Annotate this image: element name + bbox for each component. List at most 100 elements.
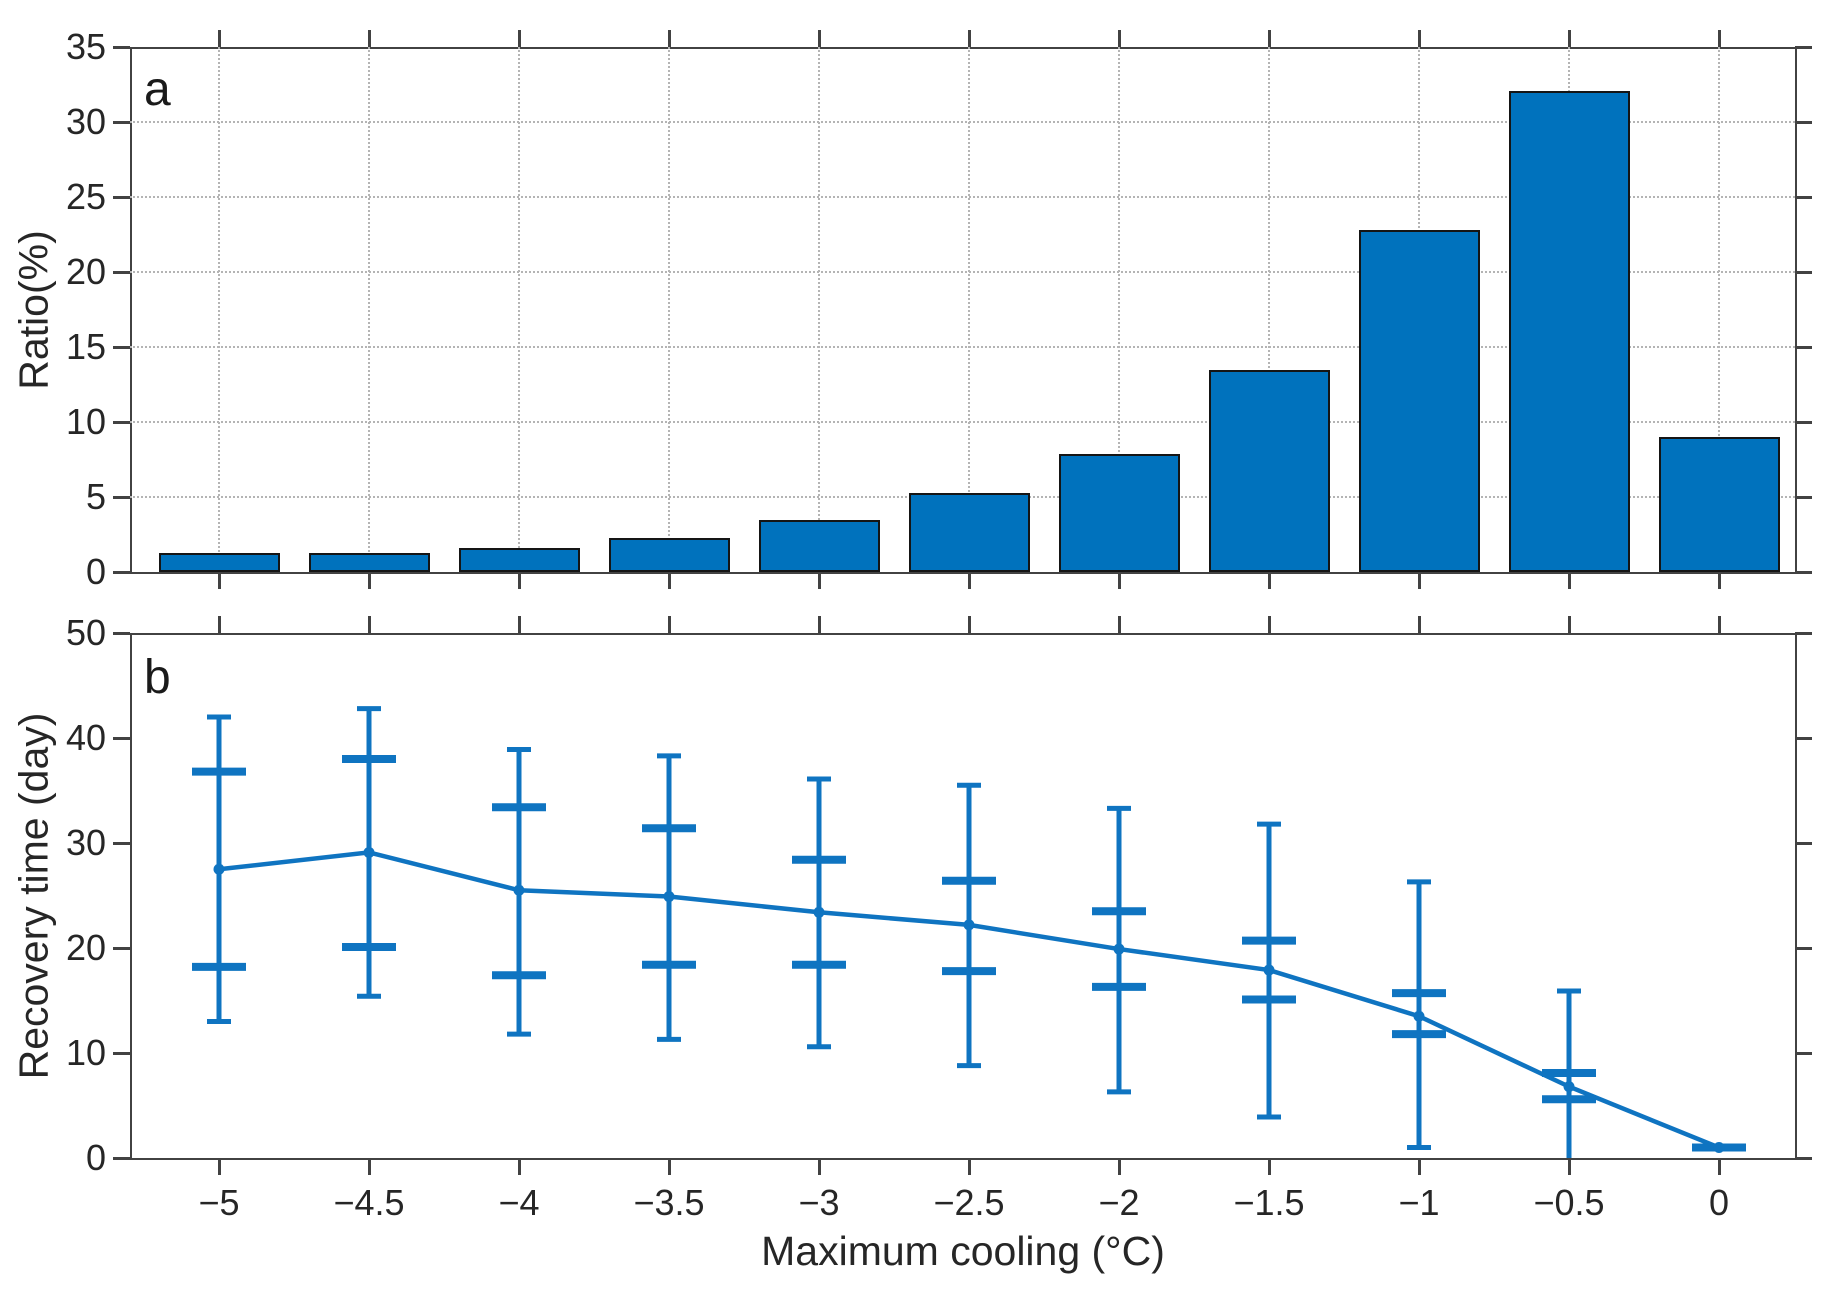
panel-b-top-tick <box>1568 616 1571 633</box>
bar--5 <box>158 552 280 572</box>
panel-a-right-tick <box>1795 421 1812 424</box>
panel-b-bottom-tick <box>1718 1158 1721 1175</box>
panel-a-plot-area <box>130 47 1797 574</box>
panel-b-bottom-tick <box>1418 1158 1421 1175</box>
panel-a-left-tick <box>113 46 130 49</box>
panel-a-bottom-tick <box>368 572 371 589</box>
panel-a-top-tick <box>518 30 521 47</box>
data-point-marker--2.5 <box>963 919 975 931</box>
panel-b-right-tick <box>1795 737 1812 740</box>
panel-b-right-tick <box>1795 632 1812 635</box>
panel-a-vgridline <box>818 47 820 572</box>
panel-a-ytick-label: 10 <box>65 401 106 442</box>
panel-a-left-tick <box>113 571 130 574</box>
panel-a-vgridline <box>1718 47 1720 572</box>
panel-a-bottom-tick <box>1268 572 1271 589</box>
panel-b-bottom-tick <box>1568 1158 1571 1175</box>
panel-b-top-tick <box>218 616 221 633</box>
panel-a-hgridline <box>130 421 1795 423</box>
panel-a-top-tick <box>968 30 971 47</box>
panel-a-top-tick <box>1118 30 1121 47</box>
panel-b-right-tick <box>1795 1052 1812 1055</box>
panel-a-y-axis-label: Ratio(%) <box>10 230 57 390</box>
bar--3.5 <box>608 537 730 572</box>
panel-a-left-tick <box>113 421 130 424</box>
panel-b-top-tick <box>968 616 971 633</box>
panel-a-right-tick <box>1795 571 1812 574</box>
panel-b-top-tick <box>1118 616 1121 633</box>
panel-b-left-tick <box>113 842 130 845</box>
panel-a-vgridline <box>1118 47 1120 572</box>
panel-b-ytick-label: 50 <box>65 612 106 653</box>
data-point-marker--1 <box>1413 1010 1425 1022</box>
panel-b-ytick-label: 20 <box>65 927 106 968</box>
panel-a-left-tick <box>113 496 130 499</box>
data-point-marker--0.5 <box>1563 1081 1575 1093</box>
panel-a-bottom-tick <box>1118 572 1121 589</box>
xtick-label: −2.5 <box>933 1182 1005 1223</box>
xtick-label: −3 <box>798 1182 840 1223</box>
data-point-marker--4.5 <box>363 846 375 858</box>
xtick-label: −1 <box>1398 1182 1440 1223</box>
panel-a-top-tick <box>218 30 221 47</box>
data-point-marker--4 <box>513 884 525 896</box>
panel-b-bottom-tick <box>518 1158 521 1175</box>
panel-a-left-tick <box>113 196 130 199</box>
panel-a-hgridline <box>130 271 1795 273</box>
bar--4 <box>458 548 580 572</box>
panel-a-right-tick <box>1795 271 1812 274</box>
panel-b-top-tick <box>1268 616 1271 633</box>
panel-a-hgridline <box>130 346 1795 348</box>
panel-a-left-tick <box>113 346 130 349</box>
xtick-label: −4 <box>498 1182 540 1223</box>
xtick-label: −4.5 <box>333 1182 405 1223</box>
panel-a-right-tick <box>1795 496 1812 499</box>
panel-a-bottom-tick <box>668 572 671 589</box>
xtick-label: −3.5 <box>633 1182 705 1223</box>
panel-b-right-tick <box>1795 1157 1812 1160</box>
panel-b-right-tick <box>1795 842 1812 845</box>
bar--0.5 <box>1508 90 1630 572</box>
panel-a-ytick-label: 30 <box>65 101 106 142</box>
panel-b-bottom-tick <box>218 1158 221 1175</box>
panel-a-top-tick <box>1568 30 1571 47</box>
panel-a-right-tick <box>1795 196 1812 199</box>
panel-b-ytick-label: 30 <box>65 822 106 863</box>
panel-a-top-tick <box>1268 30 1271 47</box>
bar-0 <box>1658 437 1780 572</box>
panel-b-left-tick <box>113 737 130 740</box>
panel-b-y-axis-label: Recovery time (day) <box>10 712 57 1080</box>
panel-a-top-tick <box>1718 30 1721 47</box>
data-point-marker--5 <box>213 863 225 875</box>
panel-b-right-tick <box>1795 947 1812 950</box>
panel-a-vgridline <box>218 47 220 572</box>
panel-b-left-tick <box>113 947 130 950</box>
bar--2 <box>1058 453 1180 572</box>
panel-a-left-tick <box>113 121 130 124</box>
panel-a-bottom-tick <box>1568 572 1571 589</box>
panel-a-top-tick <box>668 30 671 47</box>
panel-a-right-tick <box>1795 346 1812 349</box>
panel-a-top-tick <box>1418 30 1421 47</box>
panel-a-vgridline <box>968 47 970 572</box>
data-point-marker-0 <box>1713 1142 1725 1153</box>
panel-b-top-tick <box>668 616 671 633</box>
panel-a-letter: a <box>144 63 171 116</box>
xtick-label: −5 <box>198 1182 240 1223</box>
panel-b-bottom-tick <box>668 1158 671 1175</box>
panel-b-letter: b <box>144 651 171 704</box>
panel-a-ytick-label: 15 <box>65 326 106 367</box>
panel-a-ytick-label: 5 <box>85 476 106 517</box>
panel-a-ytick-label: 20 <box>65 251 106 292</box>
panel-b-bottom-tick <box>968 1158 971 1175</box>
bar--2.5 <box>908 492 1030 572</box>
panel-a-hgridline <box>130 121 1795 123</box>
panel-a-hgridline <box>130 196 1795 198</box>
panel-b-top-tick <box>368 616 371 633</box>
panel-b-left-tick <box>113 632 130 635</box>
bar--1.5 <box>1208 369 1330 572</box>
panel-a-bottom-tick <box>1418 572 1421 589</box>
panel-a-right-tick <box>1795 46 1812 49</box>
